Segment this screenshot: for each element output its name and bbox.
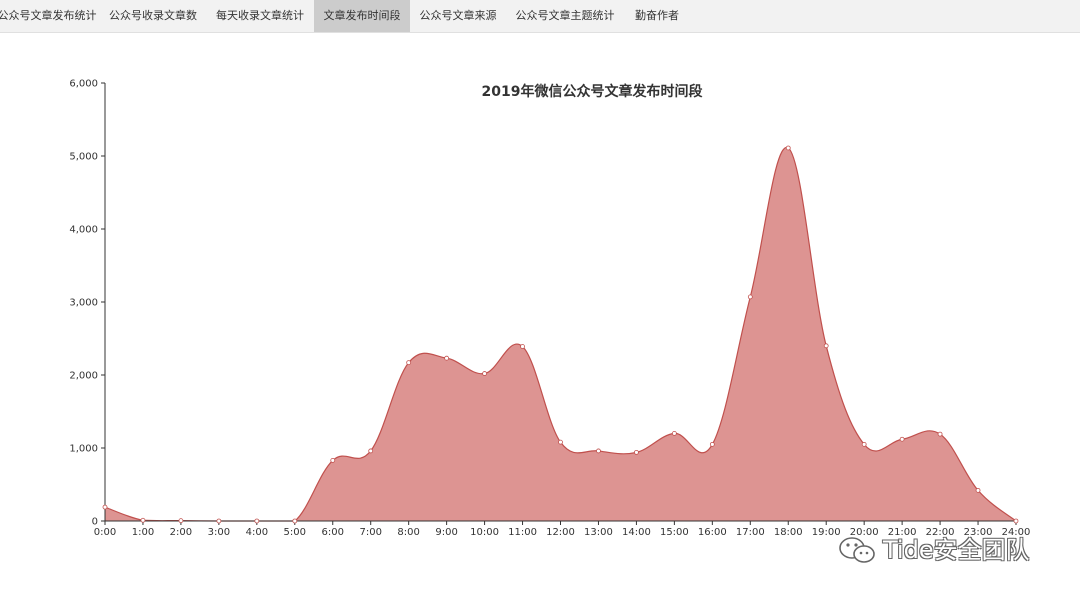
tab-diligent-authors[interactable]: 勤奋作者 (635, 9, 679, 22)
data-point (482, 371, 487, 376)
watermark-text: Tide安全团队 (883, 536, 1030, 564)
data-point (634, 449, 639, 455)
x-tick-label: 15:00 (660, 527, 689, 538)
x-tick-label: 13:00 (584, 527, 613, 538)
x-tick-label: 8:00 (397, 527, 419, 538)
area-fill (105, 147, 1016, 522)
x-tick-label: 19:00 (812, 527, 841, 538)
y-tick-label: 3,000 (69, 298, 98, 309)
y-tick-label: 4,000 (69, 225, 98, 236)
data-point (292, 518, 298, 524)
data-point (671, 430, 677, 436)
tab-article-source[interactable]: 公众号文章来源 (419, 9, 497, 22)
x-tick-label: 12:00 (546, 527, 575, 538)
tab-bar: 公众号文章发布统计 公众号收录文章数 每天收录文章统计 文章发布时间段 公众号文… (0, 0, 1080, 33)
x-tick-label: 14:00 (622, 527, 651, 538)
y-tick-label: 6,000 (69, 79, 98, 90)
data-point (254, 518, 260, 524)
tab-article-publish-stats[interactable]: 公众号文章发布统计 (0, 9, 97, 22)
x-tick-label: 0:00 (94, 527, 116, 538)
x-tick-label: 21:00 (888, 527, 917, 538)
chart-title: 2019年微信公众号文章发布时间段 (482, 83, 703, 100)
data-point (975, 487, 981, 493)
wechat-icon (839, 537, 875, 563)
x-tick-label: 17:00 (736, 527, 765, 538)
x-tick-label: 11:00 (508, 527, 537, 538)
x-tick-label: 6:00 (322, 527, 344, 538)
data-point (216, 518, 222, 524)
data-point (747, 294, 753, 300)
data-point (140, 517, 146, 523)
tab-publish-time-period[interactable]: 文章发布时间段 (314, 0, 410, 32)
data-point (861, 441, 867, 447)
data-point (178, 518, 184, 524)
y-tick-label: 2,000 (69, 371, 98, 382)
data-point (785, 145, 791, 151)
data-point (899, 436, 905, 442)
x-tick-label: 18:00 (774, 527, 803, 538)
x-tick-label: 23:00 (964, 527, 993, 538)
data-point (1013, 518, 1019, 524)
data-point (368, 448, 374, 454)
x-tick-label: 3:00 (208, 527, 230, 538)
y-tick-label: 1,000 (69, 444, 98, 455)
tab-account-article-count[interactable]: 公众号收录文章数 (109, 9, 197, 22)
tab-article-topic-stats[interactable]: 公众号文章主题统计 (515, 9, 615, 22)
data-point (406, 360, 412, 365)
y-tick-label: 5,000 (69, 152, 98, 163)
data-point (444, 355, 450, 361)
x-tick-label: 20:00 (850, 527, 879, 538)
y-tick-label: 0 (92, 517, 98, 528)
x-tick-label: 2:00 (170, 527, 192, 538)
data-point (330, 458, 336, 463)
data-point (558, 439, 563, 445)
x-tick-label: 4:00 (246, 527, 268, 538)
data-point (823, 343, 829, 349)
x-tick-label: 5:00 (284, 527, 306, 538)
x-tick-label: 1:00 (132, 527, 154, 538)
x-tick-label: 16:00 (698, 527, 727, 538)
data-point (102, 504, 108, 510)
x-tick-label: 9:00 (435, 527, 457, 538)
data-point (709, 441, 715, 447)
x-tick-label: 24:00 (1002, 527, 1031, 538)
x-tick-label: 22:00 (926, 527, 955, 538)
x-tick-label: 10:00 (470, 527, 499, 538)
x-tick-label: 7:00 (359, 527, 381, 538)
data-point (596, 448, 601, 454)
tab-daily-article-stats[interactable]: 每天收录文章统计 (216, 9, 304, 22)
data-point (520, 344, 525, 349)
data-point (937, 431, 943, 437)
